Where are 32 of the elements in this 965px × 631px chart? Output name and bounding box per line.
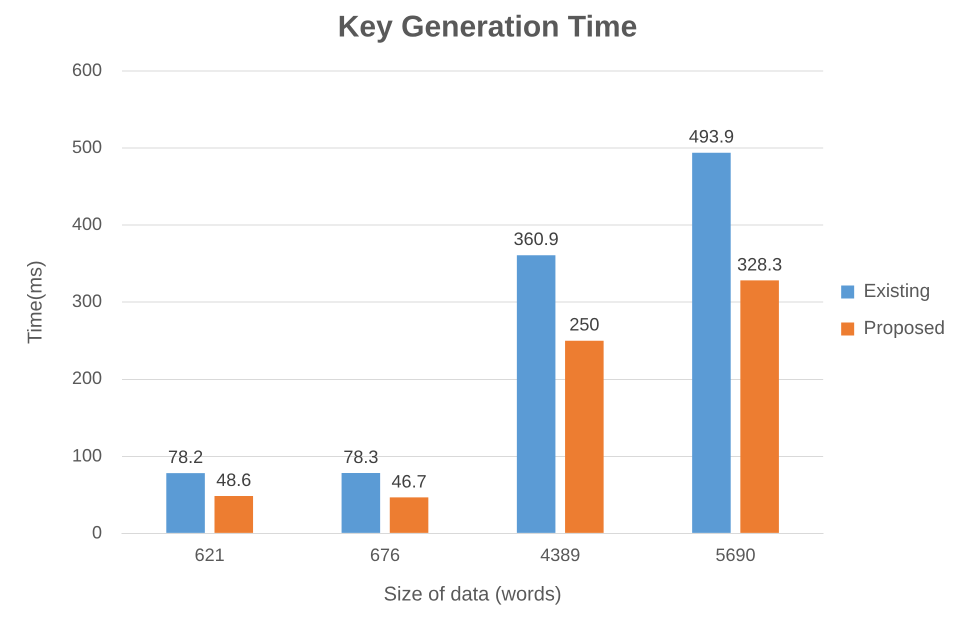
chart-title: Key Generation Time: [338, 10, 638, 44]
x-axis-title: Size of data (words): [384, 584, 562, 606]
x-tick-label: 621: [194, 545, 225, 566]
data-label: 78.2: [168, 447, 204, 468]
data-label: 78.3: [343, 447, 378, 468]
y-tick-label: 200: [72, 368, 102, 388]
data-label: 328.3: [737, 254, 782, 274]
y-tick-label: 0: [92, 522, 102, 542]
bar: [166, 473, 205, 533]
y-tick-label: 600: [72, 60, 102, 80]
data-label: 360.9: [514, 229, 559, 250]
y-axis-title: Time(ms): [24, 260, 47, 344]
legend-label: Proposed: [864, 318, 946, 340]
bar: [692, 152, 731, 533]
x-tick-label: 4389: [540, 545, 580, 566]
bar: [516, 255, 556, 533]
legend-label: Existing: [864, 281, 930, 302]
bar: [565, 340, 604, 533]
data-label: 48.6: [216, 470, 252, 490]
data-label: 250: [569, 314, 600, 335]
data-label: 493.9: [688, 126, 734, 147]
y-tick-label: 300: [72, 291, 102, 312]
bar: [214, 496, 254, 533]
y-tick-label: 500: [72, 137, 102, 158]
x-tick-label: 5690: [716, 545, 756, 566]
bar: [390, 497, 428, 533]
x-tick-label: 676: [370, 545, 400, 566]
data-label: 46.7: [392, 471, 427, 492]
bar: [740, 280, 779, 533]
y-tick-label: 100: [72, 445, 102, 466]
bar: [342, 473, 380, 533]
y-tick-label: 400: [72, 214, 102, 234]
